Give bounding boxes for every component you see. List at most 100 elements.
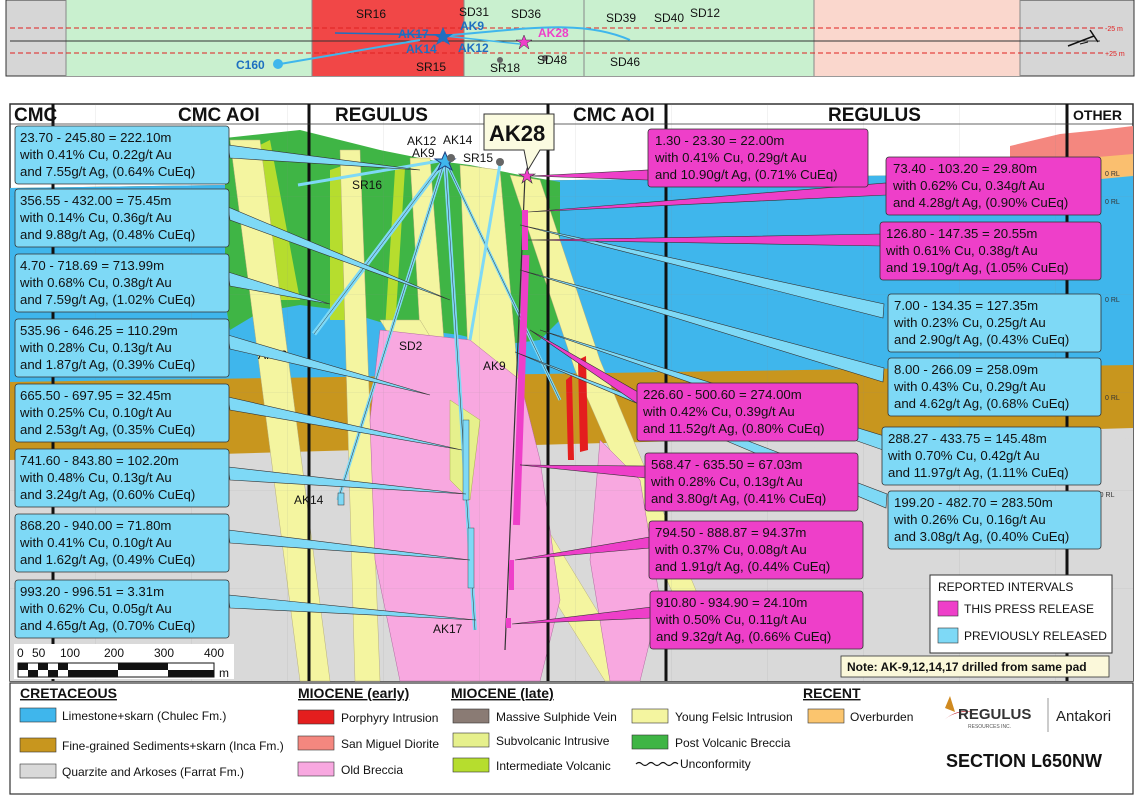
svg-text:with 0.26% Cu, 0.16g/t Au: with 0.26% Cu, 0.16g/t Au xyxy=(893,512,1046,527)
svg-text:and 1.87g/t Ag, (0.39% CuEq): and 1.87g/t Ag, (0.39% CuEq) xyxy=(20,357,195,372)
svg-text:and 3.24g/t Ag, (0.60% CuEq): and 3.24g/t Ag, (0.60% CuEq) xyxy=(20,487,195,502)
svg-text:AK28: AK28 xyxy=(489,121,545,146)
legend-item: Limestone+skarn (Chulec Fm.) xyxy=(62,709,226,723)
svg-text:with 0.14% Cu, 0.36g/t Au: with 0.14% Cu, 0.36g/t Au xyxy=(19,210,172,225)
svg-text:m: m xyxy=(219,666,229,680)
legend-item: San Miguel Diorite xyxy=(341,737,439,751)
plan-hole-label: AK28 xyxy=(538,26,569,40)
svg-text:4.70 - 718.69 = 713.99m: 4.70 - 718.69 = 713.99m xyxy=(20,258,164,273)
svg-text:and 1.91g/t Ag, (0.44% CuEq): and 1.91g/t Ag, (0.44% CuEq) xyxy=(655,559,830,574)
collar-dot xyxy=(496,158,504,166)
legend-item: Subvolcanic Intrusive xyxy=(496,734,610,748)
interval-box-previous: 4.70 - 718.69 = 713.99m with 0.68% Cu, 0… xyxy=(14,253,230,313)
svg-text:with 0.41% Cu, 0.29g/t Au: with 0.41% Cu, 0.29g/t Au xyxy=(654,150,807,165)
plan-hole-label: SR18 xyxy=(490,61,520,75)
svg-text:and 3.08g/t Ag, (0.40% CuEq): and 3.08g/t Ag, (0.40% CuEq) xyxy=(894,529,1069,544)
svg-text:with 0.62% Cu, 0.05g/t Au: with 0.62% Cu, 0.05g/t Au xyxy=(19,601,172,616)
interval-box-press: 910.80 - 934.90 = 24.10m with 0.50% Cu, … xyxy=(649,590,864,650)
plan-hole-label: C160 xyxy=(236,58,265,72)
svg-text:741.60 - 843.80 = 102.20m: 741.60 - 843.80 = 102.20m xyxy=(20,453,179,468)
plan-hole-label: SR15 xyxy=(416,60,446,74)
svg-text:and 9.32g/t Ag, (0.66% CuEq): and 9.32g/t Ag, (0.66% CuEq) xyxy=(656,629,831,644)
plan-pad-star-icon xyxy=(433,27,453,45)
svg-text:with 0.42% Cu, 0.39g/t Au: with 0.42% Cu, 0.39g/t Au xyxy=(642,404,795,419)
plan-hole-label: AK17 xyxy=(398,27,429,41)
svg-text:and 11.52g/t Ag, (0.80% CuEq): and 11.52g/t Ag, (0.80% CuEq) xyxy=(643,421,825,436)
interval-box-previous: 288.27 - 433.75 = 145.48m with 0.70% Cu,… xyxy=(881,426,1102,486)
interval-box-previous: 741.60 - 843.80 = 102.20m with 0.48% Cu,… xyxy=(14,448,230,508)
svg-text:and 9.88g/t Ag, (0.48% CuEq): and 9.88g/t Ag, (0.48% CuEq) xyxy=(20,227,195,242)
legend-item: Quarzite and Arkoses (Farrat Fm.) xyxy=(62,765,244,779)
svg-text:993.20 - 996.51 = 3.31m: 993.20 - 996.51 = 3.31m xyxy=(20,584,164,599)
plan-hole-label: AK9 xyxy=(460,19,484,33)
collar-label: SR15 xyxy=(463,151,493,165)
plan-hole-label: SD48 xyxy=(537,53,567,67)
legend-item: Old Breccia xyxy=(341,763,403,777)
zone-header-regulus: REGULUS xyxy=(828,105,921,126)
svg-text:with 0.43% Cu, 0.29g/t Au: with 0.43% Cu, 0.29g/t Au xyxy=(893,379,1046,394)
svg-text:288.27 - 433.75 = 145.48m: 288.27 - 433.75 = 145.48m xyxy=(888,431,1047,446)
svg-text:356.55 - 432.00 = 75.45m: 356.55 - 432.00 = 75.45m xyxy=(20,193,171,208)
legend-heading: MIOCENE (late) xyxy=(451,685,554,701)
drill-holes xyxy=(297,158,562,651)
regulus-logo: REGULUS RESOURCES INC. xyxy=(944,696,1031,730)
svg-text:199.20 - 482.70 = 283.50m: 199.20 - 482.70 = 283.50m xyxy=(894,495,1053,510)
svg-text:665.50 - 697.95 = 32.45m: 665.50 - 697.95 = 32.45m xyxy=(20,388,171,403)
svg-text:1.30 - 23.30 = 22.00m: 1.30 - 23.30 = 22.00m xyxy=(655,133,784,148)
interval-box-press: 126.80 - 147.35 = 20.55m with 0.61% Cu, … xyxy=(879,221,1102,281)
svg-text:and 10.90g/t Ag, (0.71% CuEq): and 10.90g/t Ag, (0.71% CuEq) xyxy=(655,167,838,182)
svg-text:226.60 - 500.60 = 274.00m: 226.60 - 500.60 = 274.00m xyxy=(643,387,802,402)
legend-heading: MIOCENE (early) xyxy=(298,685,409,701)
legend-item: Intermediate Volcanic xyxy=(496,759,611,773)
legend-heading: CRETACEOUS xyxy=(20,685,117,701)
interval-box-previous: 665.50 - 697.95 = 32.45m with 0.25% Cu, … xyxy=(14,383,230,443)
plan-ak28-star-icon xyxy=(515,34,533,50)
hole-label: SD2 xyxy=(399,339,423,353)
svg-text:with 0.48% Cu, 0.13g/t Au: with 0.48% Cu, 0.13g/t Au xyxy=(19,470,172,485)
ak28-callout: AK28 xyxy=(483,113,555,172)
collar-label: AK9 xyxy=(412,146,435,160)
svg-text:REGULUS: REGULUS xyxy=(958,706,1031,723)
svg-text:126.80 - 147.35 = 20.55m: 126.80 - 147.35 = 20.55m xyxy=(886,226,1037,241)
svg-text:and 4.28g/t Ag, (0.90% CuEq): and 4.28g/t Ag, (0.90% CuEq) xyxy=(893,195,1068,210)
rl-label: 0 RL xyxy=(1105,395,1120,402)
interval-box-previous: 356.55 - 432.00 = 75.45m with 0.14% Cu, … xyxy=(14,188,230,248)
reported-legend-previous: PREVIOUSLY RELEASED xyxy=(964,629,1107,643)
legend-item: Fine-grained Sediments+skarn (Inca Fm.) xyxy=(62,739,284,753)
reported-legend-title: REPORTED INTERVALS xyxy=(938,580,1073,594)
legend-heading: RECENT xyxy=(803,685,861,701)
svg-text:and 11.97g/t Ag, (1.11% CuEq): and 11.97g/t Ag, (1.11% CuEq) xyxy=(888,465,1069,480)
svg-text:and 3.80g/t Ag, (0.41% CuEq): and 3.80g/t Ag, (0.41% CuEq) xyxy=(651,491,826,506)
zone-header-regulus: REGULUS xyxy=(335,105,428,126)
scale-bar: 0 50 100 200 300 400 m xyxy=(14,644,234,680)
plan-hole-label: SD31 xyxy=(459,5,489,19)
plan-hole-label: AK12 xyxy=(458,41,489,55)
svg-text:200: 200 xyxy=(104,646,124,660)
zone-header-cmc-aoi: CMC AOI xyxy=(573,105,655,126)
hole-label: AK17 xyxy=(433,622,463,636)
hole-label: AK14 xyxy=(294,493,324,507)
interval-box-previous: 535.96 - 646.25 = 110.29m with 0.28% Cu,… xyxy=(14,318,230,378)
press-intervals: 1.30 - 23.30 = 22.00m with 0.41% Cu, 0.2… xyxy=(636,128,1102,650)
svg-text:with 0.41% Cu, 0.22g/t Au: with 0.41% Cu, 0.22g/t Au xyxy=(19,147,172,162)
svg-text:RESOURCES INC.: RESOURCES INC. xyxy=(968,724,1011,730)
plan-hole-label: SD40 xyxy=(654,11,684,25)
svg-text:with 0.68% Cu, 0.38g/t Au: with 0.68% Cu, 0.38g/t Au xyxy=(19,275,172,290)
plan-hole-label: AK14 xyxy=(406,42,437,56)
svg-text:73.40 - 103.20 = 29.80m: 73.40 - 103.20 = 29.80m xyxy=(893,161,1037,176)
collar-label: AK12 xyxy=(407,134,437,148)
plan-hole-label: SD46 xyxy=(610,55,640,69)
plan-hole-label: SD12 xyxy=(690,6,720,20)
interval-box-press: 1.30 - 23.30 = 22.00m with 0.41% Cu, 0.2… xyxy=(647,128,869,188)
legend-item: Unconformity xyxy=(680,757,751,771)
legend-item: Porphyry Intrusion xyxy=(341,711,438,725)
svg-text:535.96 - 646.25 = 110.29m: 535.96 - 646.25 = 110.29m xyxy=(20,323,178,338)
svg-text:and 1.62g/t Ag, (0.49% CuEq): and 1.62g/t Ag, (0.49% CuEq) xyxy=(20,552,195,567)
svg-text:and 19.10g/t Ag, (1.05% CuEq): and 19.10g/t Ag, (1.05% CuEq) xyxy=(886,260,1069,275)
unconformity-symbol xyxy=(635,761,679,767)
reported-intervals-legend: REPORTED INTERVALS THIS PRESS RELEASE PR… xyxy=(929,574,1113,654)
interval-box-previous: 199.20 - 482.70 = 283.50m with 0.26% Cu,… xyxy=(887,490,1102,550)
geology-legend: CRETACEOUS Limestone+skarn (Chulec Fm.) … xyxy=(9,682,1134,795)
plan-offset-label: -25 m xyxy=(1105,26,1123,33)
